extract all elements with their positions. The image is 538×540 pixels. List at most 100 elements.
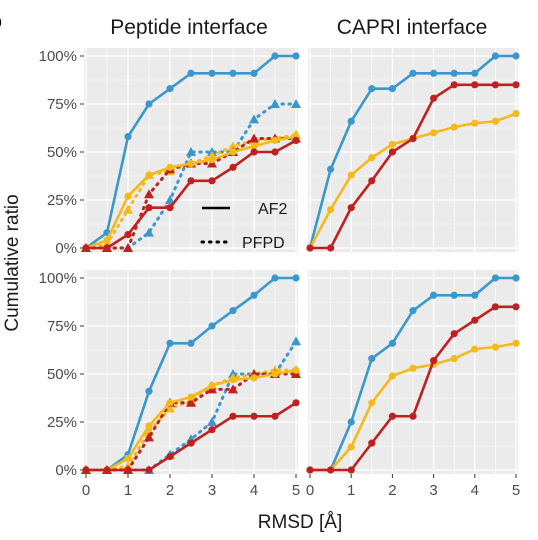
y-tick-label: 50% (47, 366, 77, 383)
data-point-circle-red (471, 81, 479, 89)
panel-top-left: 0% 25% 50% 75% 100% (39, 48, 301, 257)
legend-label-pfpd: PFPD (242, 235, 285, 252)
data-point-circle-blue (388, 85, 396, 93)
data-point-circle-blue (491, 52, 499, 60)
data-point-circle-blue (187, 69, 195, 77)
panel-bottom-right: 0 1 2 3 4 5 (306, 270, 520, 499)
data-point-circle-yellow (250, 374, 258, 382)
legend-label-af2: AF2 (258, 201, 287, 218)
data-point-circle-blue (430, 291, 438, 299)
data-point-circle-yellow (368, 399, 376, 407)
data-point-circle-red (306, 244, 314, 252)
data-point-circle-blue (250, 291, 258, 299)
data-point-circle-yellow (388, 372, 396, 380)
data-point-triangle-red (144, 432, 154, 442)
data-point-circle-yellow (388, 140, 396, 148)
data-point-circle-yellow (229, 148, 237, 156)
data-point-triangle-blue (207, 417, 217, 426)
data-point-circle-blue (450, 69, 458, 77)
data-point-circle-red (292, 399, 300, 407)
y-tick-label: 0% (55, 240, 77, 257)
data-point-circle-red (327, 466, 335, 474)
data-point-circle-red (166, 452, 174, 461)
data-point-circle-yellow (208, 156, 216, 164)
data-point-circle-blue (208, 69, 216, 77)
data-point-circle-blue (145, 100, 153, 108)
data-point-triangle-red (123, 243, 133, 252)
data-point-circle-red (103, 244, 111, 252)
x-tick-label: 3 (208, 482, 216, 499)
data-point-circle-red (409, 134, 417, 143)
y-tick-label: 25% (47, 192, 77, 209)
data-point-circle-red (229, 163, 237, 171)
x-tick-label: 1 (347, 482, 355, 499)
data-point-circle-red (82, 244, 90, 252)
data-point-circle-red (409, 412, 417, 420)
data-point-triangle-blue (144, 227, 154, 237)
data-point-circle-blue (347, 418, 355, 426)
data-point-circle-blue (208, 322, 216, 330)
data-point-triangle-yellow (123, 204, 133, 214)
data-point-circle-blue (471, 291, 479, 299)
data-point-circle-blue (327, 165, 335, 173)
data-point-circle-yellow (512, 110, 520, 118)
data-point-triangle-blue (270, 99, 280, 108)
x-tick-label: 0 (82, 482, 90, 499)
x-tick-label: 2 (166, 482, 174, 499)
data-point-triangle-blue (186, 147, 196, 156)
data-point-circle-blue (368, 355, 376, 363)
x-tick-label: 4 (250, 482, 258, 499)
data-point-circle-red (82, 466, 90, 474)
data-point-triangle-blue (291, 336, 301, 346)
series-line-yellow-dotted (84, 368, 298, 472)
data-point-circle-red (292, 136, 300, 145)
data-point-circle-red (491, 303, 499, 311)
y-axis-label: Cumulative ratio (2, 194, 23, 331)
data-point-circle-red (347, 204, 355, 212)
data-point-circle-red (306, 466, 314, 474)
data-point-circle-red (145, 466, 153, 474)
data-point-circle-blue (409, 307, 417, 315)
panels-group: 0%25%50%75%100%0%25%50%75%100%0 1 2 3 4 5 0 1 2 3… (39, 48, 520, 499)
data-point-circle-red (124, 466, 132, 474)
data-point-circle-red (368, 177, 376, 185)
data-point-circle-yellow (103, 236, 111, 244)
data-point-circle-yellow (166, 163, 174, 171)
data-point-circle-blue (229, 307, 237, 315)
data-point-circle-red (187, 439, 195, 447)
data-point-circle-blue (166, 339, 174, 347)
data-point-circle-red (491, 81, 499, 89)
data-point-circle-blue (512, 52, 520, 60)
x-tick-label: 1 (124, 482, 132, 499)
y-tick-label: 100% (39, 48, 77, 65)
y-tick-label: 25% (47, 414, 77, 431)
data-point-circle-blue (347, 117, 355, 125)
data-point-circle-yellow (327, 206, 335, 214)
data-point-circle-red (430, 356, 438, 365)
data-point-circle-red (250, 412, 258, 420)
data-point-circle-blue (491, 274, 499, 282)
data-point-circle-blue (292, 52, 300, 60)
data-point-circle-yellow (450, 123, 458, 131)
x-tick-label: 5 (512, 482, 520, 499)
data-point-circle-yellow (145, 422, 153, 430)
data-point-circle-red (208, 177, 216, 185)
x-tick-label: 5 (292, 482, 300, 499)
data-point-circle-yellow (512, 339, 520, 347)
y-tick-label: 50% (47, 144, 77, 161)
data-point-triangle-yellow (228, 141, 238, 151)
data-point-circle-blue (271, 274, 279, 282)
data-point-circle-blue (250, 69, 258, 77)
data-point-circle-blue (450, 291, 458, 299)
data-point-circle-yellow (187, 393, 195, 401)
data-point-circle-yellow (124, 192, 132, 200)
data-point-circle-yellow (368, 154, 376, 162)
data-point-circle-yellow (124, 454, 132, 463)
y-tick-label: 0% (55, 462, 77, 479)
data-point-circle-yellow (347, 171, 355, 179)
data-point-circle-red (271, 412, 279, 420)
data-point-circle-yellow (271, 136, 279, 145)
data-point-circle-blue (166, 85, 174, 93)
data-point-triangle-yellow (165, 403, 175, 413)
